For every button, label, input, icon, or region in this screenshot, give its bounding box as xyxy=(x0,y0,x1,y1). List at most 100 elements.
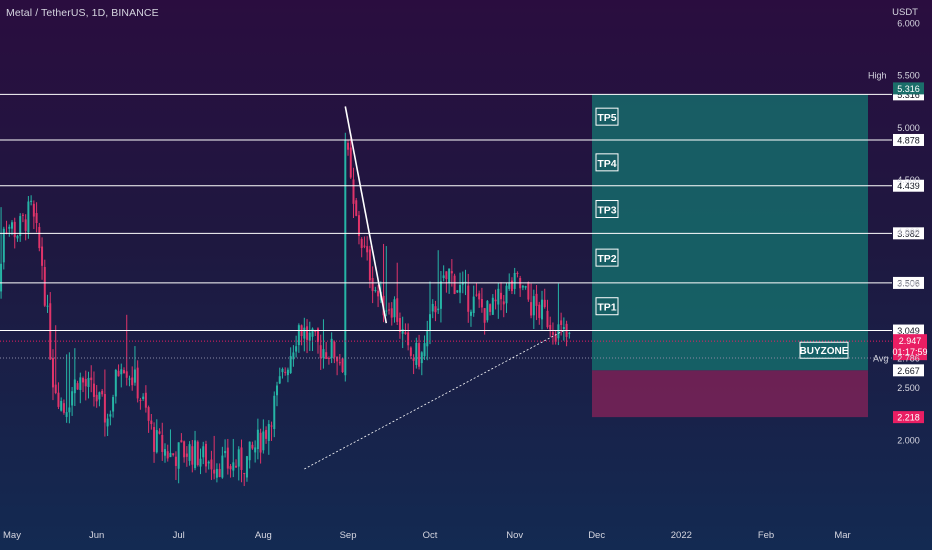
candle-body xyxy=(68,407,71,413)
level-axis-value: 4.878 xyxy=(897,135,920,145)
candle-body xyxy=(41,246,44,266)
candle-body xyxy=(188,444,191,461)
candle-body xyxy=(508,283,511,289)
candle-body xyxy=(270,425,273,427)
candle-body xyxy=(166,451,169,459)
candle-body xyxy=(278,376,281,384)
level-axis-value: 5.316 xyxy=(897,90,920,100)
candle-body xyxy=(412,358,415,361)
tp-tag-label: TP5 xyxy=(597,112,616,124)
candle-body xyxy=(551,332,554,335)
candle-body xyxy=(560,320,563,326)
candle-body xyxy=(404,332,407,334)
candle-body xyxy=(0,263,3,292)
candle-body xyxy=(355,200,358,216)
candle-body xyxy=(426,330,429,347)
candle-body xyxy=(120,369,123,375)
candle-body xyxy=(265,430,268,439)
stop-zone xyxy=(592,370,868,418)
candle-body xyxy=(87,377,90,387)
tp-tag-label: TP3 xyxy=(597,205,616,217)
candle-body xyxy=(521,285,524,288)
candle-body xyxy=(333,341,336,358)
candle-body xyxy=(478,293,481,300)
candle-body xyxy=(344,140,347,376)
candle-body xyxy=(177,442,180,469)
trendline-descending-wedge xyxy=(344,106,388,324)
candle-body xyxy=(311,328,314,337)
candle-body xyxy=(221,455,224,478)
candle-body xyxy=(57,392,60,407)
tp-tag-box xyxy=(595,297,619,316)
candle-body xyxy=(316,328,319,343)
candle-body xyxy=(259,432,262,453)
candle-body xyxy=(98,392,101,400)
candle-body xyxy=(101,390,104,395)
candle-body xyxy=(366,246,369,253)
candle-body xyxy=(2,228,5,263)
candle-body xyxy=(144,392,147,408)
candle-body xyxy=(49,303,52,360)
candle-body xyxy=(183,441,186,458)
candle-body xyxy=(11,222,13,229)
candle-body xyxy=(73,379,76,394)
candle-body xyxy=(486,300,489,321)
candle-body xyxy=(229,466,232,470)
candle-body xyxy=(480,298,483,308)
candle-body xyxy=(439,281,442,309)
candle-body xyxy=(19,216,22,237)
high-marker-value: 5.316 xyxy=(897,84,920,94)
candle-body xyxy=(95,394,98,402)
candle-body xyxy=(51,357,54,388)
candle-body xyxy=(76,383,79,390)
candle-body xyxy=(420,352,423,364)
candle-body xyxy=(289,355,292,373)
candle-body xyxy=(267,423,270,441)
candle-body xyxy=(428,314,431,331)
entry-tag xyxy=(893,364,924,377)
candle-body xyxy=(297,325,300,346)
candle-body xyxy=(125,371,128,378)
candle-body xyxy=(153,427,156,452)
candle-body xyxy=(117,370,120,377)
candle-body xyxy=(338,362,341,364)
candle-body xyxy=(84,379,87,387)
tp-tag-label: TP4 xyxy=(597,158,616,170)
candle-body xyxy=(502,301,505,305)
candle-body xyxy=(352,179,355,204)
x-tick-label: 2022 xyxy=(671,530,692,541)
x-tick-label: Dec xyxy=(588,530,605,541)
candle-body xyxy=(401,329,404,334)
candle-body xyxy=(237,449,240,467)
current-price-value: 2.947 xyxy=(899,336,922,346)
high-marker-tag xyxy=(893,82,924,95)
candle-body xyxy=(62,403,65,413)
candle-body xyxy=(330,338,333,358)
bar-countdown: 01:17:59 xyxy=(892,347,927,357)
candle-body xyxy=(16,235,19,239)
buyzone-label: BUYZONE xyxy=(800,346,849,357)
candle-body xyxy=(475,294,478,296)
candle-body xyxy=(347,142,350,150)
candle-body xyxy=(292,352,295,360)
level-axis-tag xyxy=(893,276,924,289)
level-axis-value: 3.049 xyxy=(897,326,920,336)
x-tick-label: Jun xyxy=(89,530,104,541)
candle-body xyxy=(349,147,352,178)
candle-body xyxy=(35,212,38,224)
candle-body xyxy=(248,441,251,461)
candle-body xyxy=(256,429,259,450)
y-tick-label: 5.000 xyxy=(897,123,920,133)
candle-body xyxy=(407,332,410,346)
candle-body xyxy=(368,249,371,281)
candle-body xyxy=(510,280,513,292)
candle-body xyxy=(527,282,530,300)
y-tick-label: 5.500 xyxy=(897,71,920,81)
candle-body xyxy=(453,275,456,294)
candle-body xyxy=(314,330,317,332)
candle-body xyxy=(199,458,202,467)
tp-tag-box xyxy=(595,153,619,172)
candle-body xyxy=(232,462,235,471)
candle-body xyxy=(139,399,142,401)
